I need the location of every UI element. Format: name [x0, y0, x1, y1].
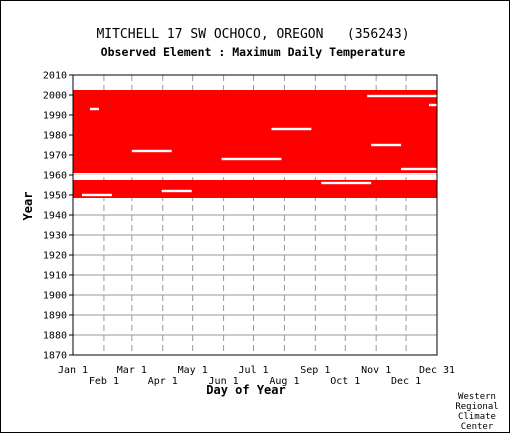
data-block [73, 90, 437, 173]
x-tick-label: May 1 [178, 365, 208, 376]
x-tick-label: Dec 31 [419, 365, 455, 376]
y-tick-label: 1910 [43, 271, 67, 282]
x-tick-label: Nov 1 [361, 365, 391, 376]
y-tick-label: 1970 [43, 151, 67, 162]
y-tick-label: 1960 [43, 171, 67, 182]
x-tick-label: Sep 1 [300, 365, 330, 376]
y-tick-label: 1950 [43, 191, 67, 202]
x-axis-title: Day of Year [206, 383, 285, 397]
missing-data-gap [321, 181, 372, 185]
x-tick-label: Jul 1 [238, 365, 268, 376]
y-tick-label: 1940 [43, 211, 67, 222]
credit-line: Center [461, 422, 494, 432]
missing-data-gap [429, 103, 437, 107]
credit-line: Climate [458, 412, 496, 422]
x-tick-label: Apr 1 [148, 376, 178, 387]
y-tick-label: 1930 [43, 231, 67, 242]
missing-data-gap [161, 189, 192, 193]
missing-data-gap [131, 149, 172, 153]
y-tick-label: 1890 [43, 311, 67, 322]
data-block [73, 180, 437, 198]
y-tick-label: 1900 [43, 291, 67, 302]
credit-line: Western [458, 392, 496, 402]
y-tick-label: 1980 [43, 131, 67, 142]
y-tick-label: 1880 [43, 331, 67, 342]
missing-data-gap [81, 193, 112, 197]
x-tick-label: Aug 1 [269, 376, 299, 387]
y-tick-label: 1990 [43, 111, 67, 122]
x-tick-labels: Jan 1 Mar 1 May 1 Jul 1 Sep 1 Nov 1 Dec 31 Feb … [58, 365, 455, 387]
x-tick-label: Jun 1 [209, 376, 239, 387]
axes [69, 74, 438, 356]
missing-data-gap [367, 94, 437, 98]
y-tick-label: 1920 [43, 251, 67, 262]
missing-data-gap [271, 127, 312, 131]
x-tick-label: Mar 1 [117, 365, 147, 376]
missing-data-gap [73, 174, 437, 178]
y-tick-label: 2010 [43, 71, 67, 82]
y-tick-labels: 1870 1880 1890 1900 1910 1920 1930 1940 1950 1960… [43, 71, 67, 362]
y-axis-title: Year [21, 192, 35, 221]
y-tick-label: 1870 [43, 351, 67, 362]
x-tick-label: Oct 1 [330, 376, 360, 387]
x-tick-label: Dec 1 [391, 376, 421, 387]
x-tick-label: Feb 1 [89, 376, 119, 387]
missing-data-layer [73, 94, 437, 197]
chart-title: MITCHELL 17 SW OCHOCO, OREGON (356243) [96, 27, 409, 42]
y-tick-label: 2000 [43, 91, 67, 102]
missing-data-gap [221, 157, 282, 161]
chart-subtitle: Observed Element : Maximum Daily Tempera… [101, 45, 406, 59]
credit-line: Regional [455, 402, 498, 412]
missing-data-gap [401, 167, 437, 171]
missing-data-gap [89, 107, 99, 111]
x-tick-label: Jan 1 [58, 365, 88, 376]
missing-data-gap [371, 143, 402, 147]
